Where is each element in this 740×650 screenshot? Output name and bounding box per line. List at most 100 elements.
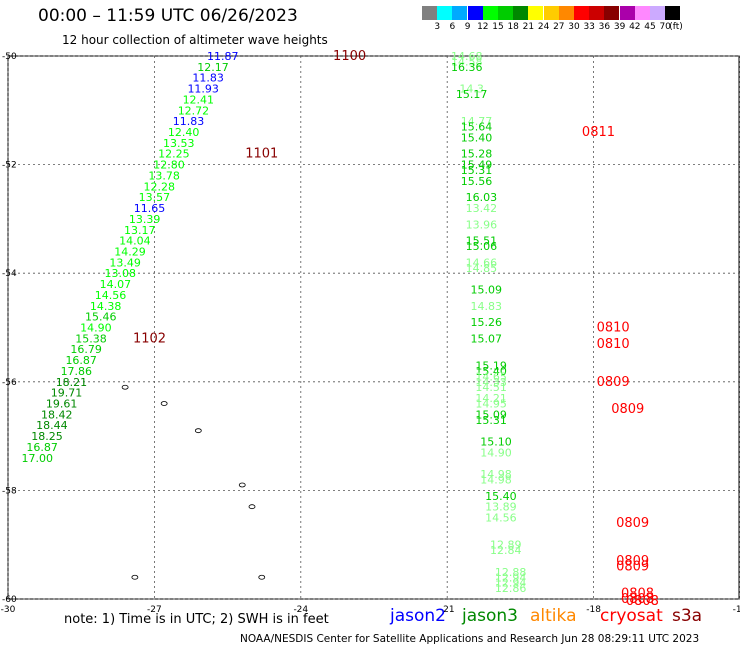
swh-value-label: 16.03	[466, 191, 498, 204]
swh-value-label: 18.42	[41, 408, 73, 421]
x-tick-label: -24	[293, 605, 308, 615]
island-shape	[131, 574, 139, 580]
color-scale-swatch	[437, 6, 453, 20]
satellite-legend-s3a: s3a	[672, 606, 703, 626]
swh-value-label: 15.10	[480, 436, 512, 449]
island-shape	[238, 482, 246, 488]
color-scale-label: 36	[598, 22, 611, 32]
island-shape	[248, 504, 256, 510]
swh-value-label: 17.00	[22, 452, 54, 465]
footer-note: note: 1) Time is in UTC; 2) SWH is in fe…	[64, 612, 329, 627]
time-label: 0809	[597, 375, 630, 390]
swh-value-label: 11.65	[134, 202, 166, 215]
color-scale-swatch	[467, 6, 483, 20]
swh-value-label: 13.96	[466, 218, 498, 231]
satellite-legend-altika: altika	[530, 606, 577, 626]
island-shape	[160, 401, 168, 406]
color-scale-swatch	[528, 6, 544, 20]
x-tick-label: -18	[586, 605, 601, 615]
swh-value-label: 15.40	[461, 131, 493, 144]
swh-value-label: 12.94	[495, 577, 527, 590]
swh-value-label: 14.07	[100, 278, 132, 291]
color-scale-label: 33	[583, 22, 595, 32]
swh-value-label: 15.31	[461, 164, 493, 177]
chart-title: 00:00 – 11:59 UTC 06/26/2023	[38, 6, 298, 26]
swh-value-label: 12.80	[153, 159, 185, 172]
y-tick-label: -52	[2, 161, 17, 171]
time-label: 1102	[133, 331, 166, 346]
swh-value-label: 16.87	[26, 441, 58, 454]
color-scale-label: 6	[449, 22, 456, 32]
color-scale-swatch	[574, 6, 589, 20]
swh-value-label: 12.94	[495, 571, 527, 584]
time-label: 0809	[616, 559, 649, 574]
swh-value-label: 14.21	[475, 392, 507, 405]
swh-value-label: 14.58	[451, 55, 483, 68]
y-tick-label: -54	[2, 269, 17, 279]
color-scale-label: 18	[507, 22, 519, 32]
swh-value-label: 12.86	[495, 582, 527, 595]
color-scale-swatch	[558, 6, 574, 20]
swh-value-label: 15.17	[456, 88, 488, 101]
swh-value-label: 15.49	[461, 159, 493, 172]
swh-value-label: 16.79	[70, 343, 102, 356]
swh-value-label: 19.61	[46, 398, 78, 411]
y-tick-label: -56	[2, 378, 17, 388]
color-scale-label: 27	[553, 22, 565, 32]
color-scale-swatch	[452, 6, 468, 20]
swh-value-label: 13.49	[109, 256, 141, 269]
color-scale-swatch	[422, 6, 437, 20]
swh-value-label: 12.28	[144, 180, 176, 193]
color-scale-swatch	[619, 6, 635, 20]
swh-value-label: 11.87	[207, 50, 239, 63]
swh-value-label: 14.85	[466, 262, 498, 275]
swh-value-label: 13.08	[104, 267, 136, 280]
color-scale-label: 39	[613, 22, 626, 32]
swh-value-label: 14.95	[475, 398, 507, 411]
swh-value-label: 15.51	[466, 235, 498, 248]
color-scale-swatch	[665, 6, 681, 20]
swh-value-label: 15.28	[461, 148, 493, 161]
swh-value-label: 15.40	[475, 365, 507, 378]
swh-value-label: 12.41	[183, 93, 215, 106]
color-scale-label: 24	[537, 22, 550, 32]
swh-value-label: 14.68	[451, 50, 483, 63]
time-label: 0808	[621, 587, 654, 602]
island-shape	[194, 428, 202, 434]
swh-value-label: 14.33	[475, 376, 507, 389]
color-scale-label: 3	[434, 22, 441, 32]
swh-value-label: 14.90	[480, 446, 512, 459]
swh-value-label: 16.36	[451, 61, 483, 74]
swh-value-label: 14.66	[466, 256, 498, 269]
island-shape	[121, 384, 129, 390]
swh-value-label: 13.78	[148, 169, 180, 182]
swh-value-label: 13.89	[485, 501, 517, 514]
swh-value-label: 15.06	[466, 240, 498, 253]
time-label: 0808	[626, 594, 659, 609]
swh-value-label: 14.83	[470, 300, 502, 313]
y-tick-label: -50	[2, 52, 17, 62]
color-scale-swatch	[543, 6, 559, 20]
swh-value-label: 18.21	[56, 376, 88, 389]
color-scale-swatch	[498, 6, 513, 20]
swh-value-label: 15.38	[75, 332, 107, 345]
x-tick-label: -21	[440, 605, 455, 615]
swh-value-label: 11.93	[187, 83, 219, 96]
swh-value-label: 18.25	[31, 430, 63, 443]
swh-value-label: 12.17	[197, 61, 229, 74]
swh-value-label: 13.17	[124, 224, 156, 237]
color-scale-unit: (ft)	[669, 22, 683, 32]
swh-value-label: 13.53	[163, 137, 195, 150]
swh-value-label: 15.09	[475, 408, 507, 421]
time-label: 0810	[597, 337, 630, 352]
color-scale-label: 15	[492, 22, 504, 32]
satellite-legend-jason3: jason3	[462, 606, 518, 626]
swh-value-label: 14.90	[80, 322, 112, 335]
time-label: 1100	[333, 49, 366, 64]
color-scale-swatch	[513, 6, 529, 20]
swh-value-label: 11.83	[173, 115, 205, 128]
swh-value-label: 12.88	[495, 566, 527, 579]
color-scale-label: 45	[644, 22, 656, 32]
swh-value-label: 15.07	[470, 332, 502, 345]
swh-value-label: 14.56	[485, 512, 517, 525]
